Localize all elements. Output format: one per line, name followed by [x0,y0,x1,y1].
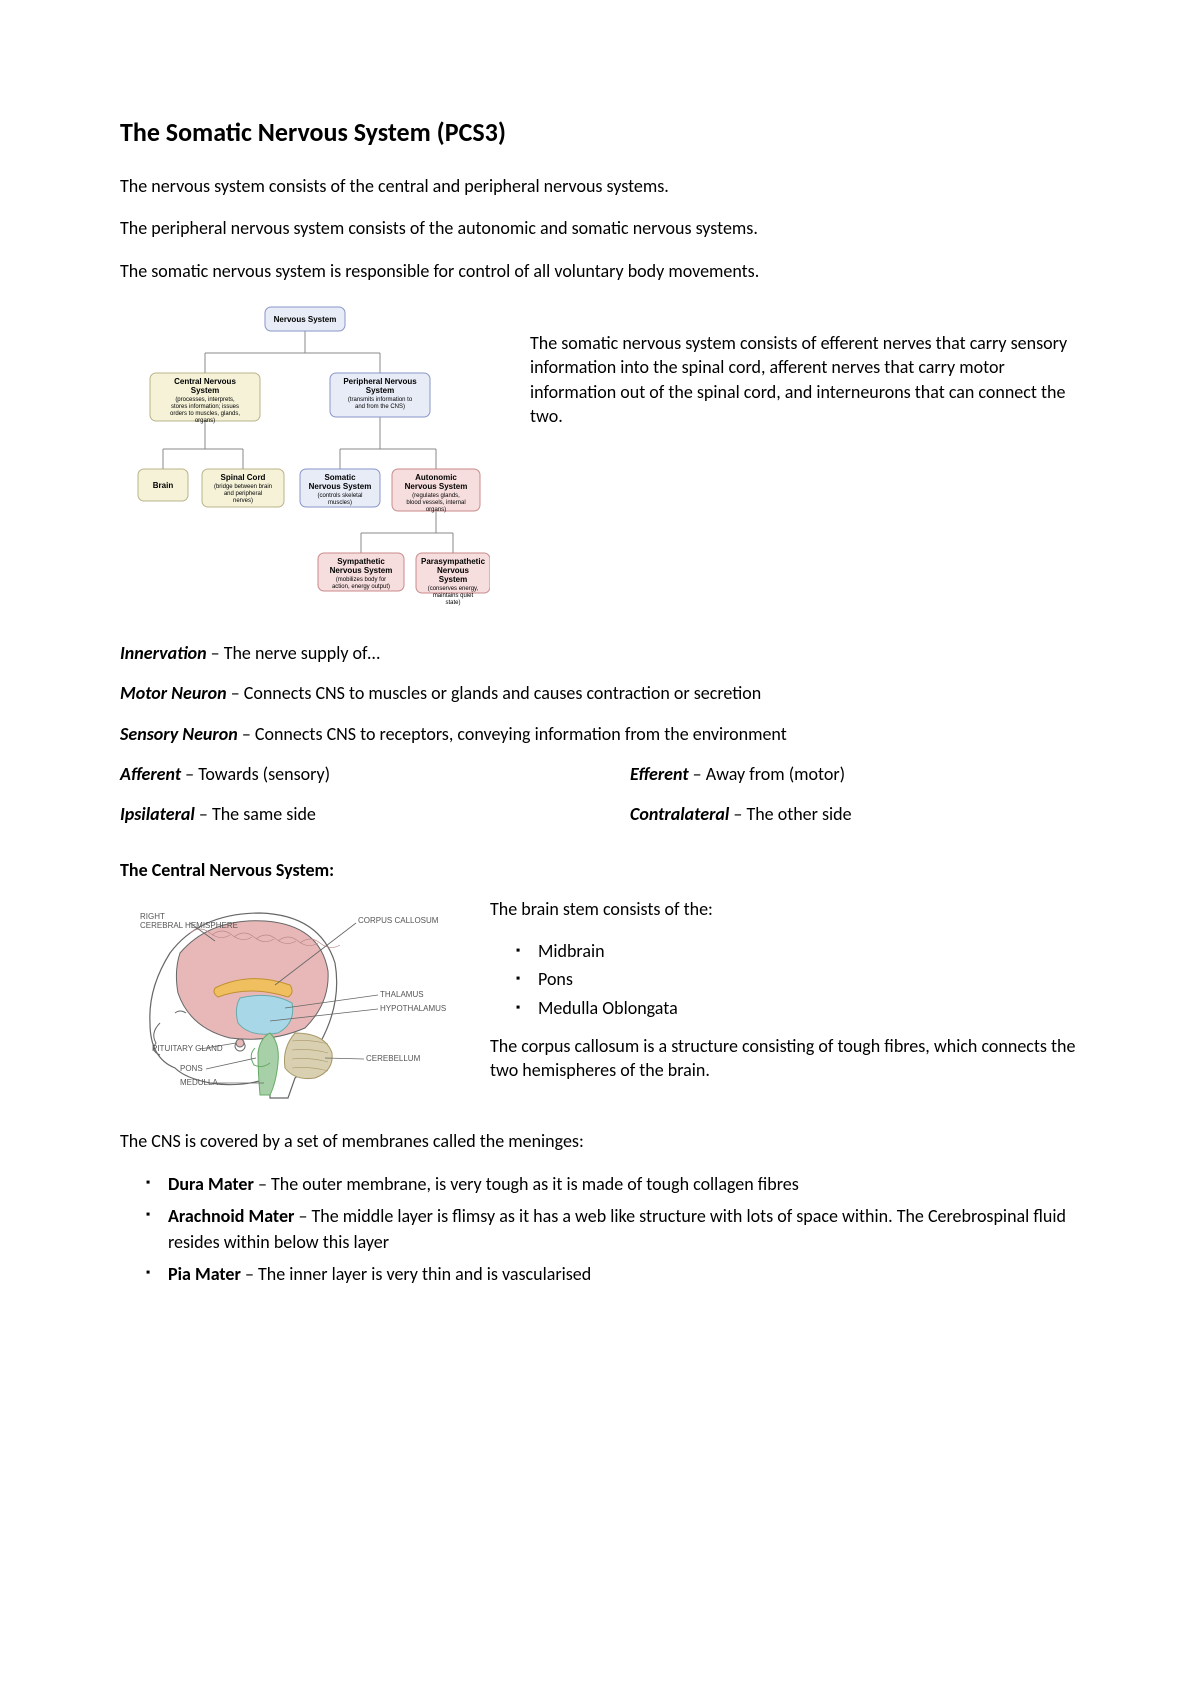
svg-text:Nervous System: Nervous System [309,482,372,491]
brainstem-text: The brain stem consists of the: Midbrain… [490,893,1080,1101]
svg-text:Brain: Brain [153,481,174,490]
svg-text:(transmits information to: (transmits information to [348,397,413,403]
svg-text:organs): organs) [426,507,446,513]
term-sensory: Sensory Neuron [120,723,238,745]
brainstem-list: Midbrain Pons Medulla Oblongata [490,939,1080,1020]
meninges-list: Dura Mater – The outer membrane, is very… [120,1171,1080,1287]
meninges-item-2: Pia Mater – The inner layer is very thin… [168,1261,1080,1287]
definitions-block: Innervation – The nerve supply of… Motor… [120,641,1080,826]
def-sensory: Sensory Neuron – Connects CNS to recepto… [120,722,1080,746]
brainstem-item-0: Midbrain [538,939,1080,963]
svg-text:state): state) [445,600,460,606]
svg-text:nerves): nerves) [233,498,253,504]
def-motor: Motor Neuron – Connects CNS to muscles o… [120,681,1080,705]
meninges-def-1: The middle layer is flimsy as it has a w… [168,1205,1066,1253]
svg-text:Nervous System: Nervous System [330,566,393,575]
svg-text:Autonomic: Autonomic [415,473,457,482]
meninges-block: The CNS is covered by a set of membranes… [120,1129,1080,1288]
def-ipsi-text: The same side [212,803,316,825]
def-innervation: Innervation – The nerve supply of… [120,641,1080,665]
page-title: The Somatic Nervous System (PCS3) [120,115,1080,150]
term-efferent: Efferent [630,763,689,785]
svg-text:muscles): muscles) [328,500,352,506]
brain-diagram: RIGHTCEREBRAL HEMISPHERE CORPUS CALLOSUM T… [120,893,460,1103]
svg-text:System: System [191,386,219,395]
svg-text:Parasympathetic: Parasympathetic [421,557,486,566]
svg-text:and from the CNS): and from the CNS) [355,404,405,410]
intro-p3: The somatic nervous system is responsibl… [120,259,1080,283]
svg-text:stores information; issues: stores information; issues [171,404,239,410]
svg-text:RIGHTCEREBRAL HEMISPHERE: RIGHTCEREBRAL HEMISPHERE [140,912,238,930]
def-motor-text: Connects CNS to muscles or glands and ca… [244,682,761,704]
term-motor: Motor Neuron [120,682,227,704]
svg-text:Nervous System: Nervous System [405,482,468,491]
svg-text:PONS: PONS [180,1064,203,1073]
svg-text:Peripheral Nervous: Peripheral Nervous [343,377,417,386]
brainstem-intro: The brain stem consists of the: [490,897,1080,921]
brain-section: RIGHTCEREBRAL HEMISPHERE CORPUS CALLOSUM T… [120,893,1080,1103]
svg-text:CEREBELLUM: CEREBELLUM [366,1054,421,1063]
svg-text:(controls skeletal: (controls skeletal [317,493,362,499]
meninges-term-2: Pia Mater [168,1263,241,1285]
term-contra: Contralateral [630,803,729,825]
term-innervation: Innervation [120,642,207,664]
meninges-item-1: Arachnoid Mater – The middle layer is fl… [168,1203,1080,1255]
svg-text:MEDULLA: MEDULLA [180,1078,218,1087]
flowchart-section: Nervous SystemCentral NervousSystem(proc… [120,301,1080,611]
intro-p2: The peripheral nervous system consists o… [120,216,1080,240]
svg-text:Somatic: Somatic [324,473,356,482]
svg-text:THALAMUS: THALAMUS [380,990,424,999]
intro-p1: The nervous system consists of the centr… [120,174,1080,198]
svg-text:(processes, interprets,: (processes, interprets, [175,397,235,403]
meninges-term-1: Arachnoid Mater [168,1205,294,1227]
svg-text:Nervous System: Nervous System [274,315,337,324]
svg-text:PITUITARY GLAND: PITUITARY GLAND [152,1044,223,1053]
def-afferent-text: Towards (sensory) [198,763,330,785]
def-sensory-text: Connects CNS to receptors, conveying inf… [255,723,787,745]
meninges-intro: The CNS is covered by a set of membranes… [120,1129,1080,1153]
brainstem-item-1: Pons [538,967,1080,991]
svg-text:action, energy output): action, energy output) [332,584,390,590]
svg-text:CORPUS CALLOSUM: CORPUS CALLOSUM [358,916,439,925]
svg-text:HYPOTHALAMUS: HYPOTHALAMUS [380,1004,446,1013]
svg-text:orders to muscles, glands,: orders to muscles, glands, [170,411,240,417]
svg-text:(mobilizes body for: (mobilizes body for [336,577,386,583]
svg-text:(regulates glands,: (regulates glands, [412,493,460,499]
cc-para: The corpus callosum is a structure consi… [490,1034,1080,1083]
meninges-term-0: Dura Mater [168,1173,254,1195]
svg-text:System: System [439,575,467,584]
meninges-def-0: The outer membrane, is very tough as it … [271,1173,799,1195]
svg-text:System: System [366,386,394,395]
def-row-1: Afferent – Towards (sensory) Efferent – … [120,762,1080,786]
term-afferent: Afferent [120,763,181,785]
meninges-def-2: The inner layer is very thin and is vasc… [258,1263,591,1285]
nervous-system-flowchart: Nervous SystemCentral NervousSystem(proc… [120,301,490,611]
svg-text:Nervous: Nervous [437,566,470,575]
svg-text:(bridge between brain: (bridge between brain [214,484,272,490]
svg-text:maintains quiet: maintains quiet [433,593,474,599]
def-contra-text: The other side [746,803,851,825]
svg-text:Spinal Cord: Spinal Cord [221,473,266,482]
term-ipsi: Ipsilateral [120,803,195,825]
svg-text:(conserves energy,: (conserves energy, [428,586,479,592]
def-efferent-text: Away from (motor) [706,763,845,785]
svg-text:organs): organs) [195,418,215,424]
svg-text:Central Nervous: Central Nervous [174,377,236,386]
svg-text:Sympathetic: Sympathetic [337,557,385,566]
svg-text:and peripheral: and peripheral [224,491,262,497]
def-row-2: Ipsilateral – The same side Contralatera… [120,802,1080,826]
cns-heading: The Central Nervous System: [120,858,1080,882]
meninges-item-0: Dura Mater – The outer membrane, is very… [168,1171,1080,1197]
svg-text:blood vessels, internal: blood vessels, internal [406,500,465,506]
flowchart-side-text: The somatic nervous system consists of e… [530,301,1080,428]
brainstem-item-2: Medulla Oblongata [538,996,1080,1020]
def-innervation-text: The nerve supply of… [224,642,380,664]
